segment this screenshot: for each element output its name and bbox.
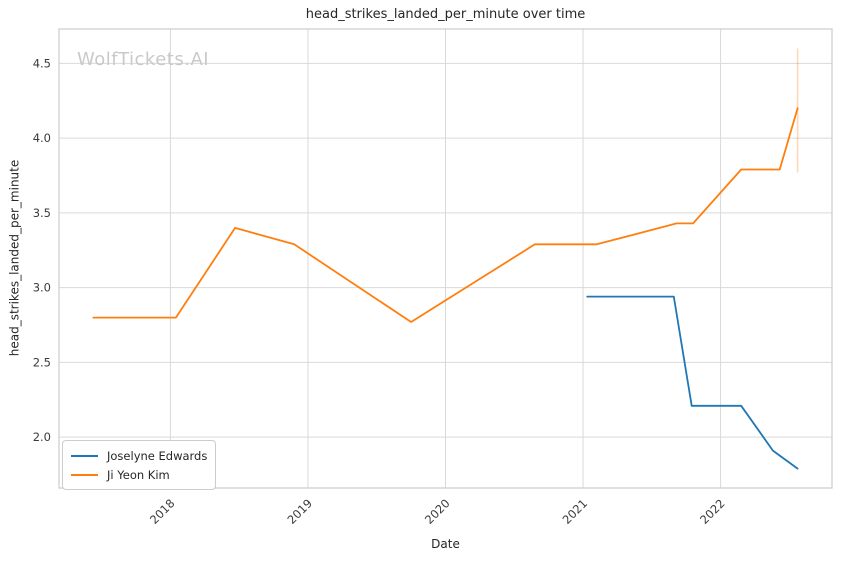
legend-label: Ji Yeon Kim bbox=[107, 467, 170, 482]
y-tick-label-4.5: 4.5 bbox=[33, 56, 51, 70]
y-tick-label-4.0: 4.0 bbox=[33, 131, 51, 145]
legend-label: Joselyne Edwards bbox=[107, 448, 208, 463]
x-tick-label-2021: 2021 bbox=[560, 496, 591, 527]
legend-item-joselyne-edwards: Joselyne Edwards bbox=[71, 447, 207, 464]
legend-line-swatch-orange bbox=[71, 473, 98, 476]
chart-title: head_strikes_landed_per_minute over time bbox=[305, 7, 586, 22]
legend: Joselyne Edwards Ji Yeon Kim bbox=[62, 440, 216, 490]
x-tick-label-2018: 2018 bbox=[147, 496, 178, 527]
x-tick-label-2019: 2019 bbox=[284, 496, 315, 527]
y-tick-label-3.0: 3.0 bbox=[33, 281, 51, 295]
y-tick-label-2.0: 2.0 bbox=[33, 430, 51, 444]
legend-line-swatch-blue bbox=[71, 454, 98, 457]
y-axis-label: head_strikes_landed_per_minute bbox=[7, 159, 22, 357]
x-tick-label-2020: 2020 bbox=[422, 496, 453, 527]
watermark: WolfTickets.AI bbox=[77, 49, 210, 70]
y-tick-label-2.5: 2.5 bbox=[33, 355, 51, 369]
x-tick-label-2022: 2022 bbox=[697, 496, 728, 527]
x-axis-label: Date bbox=[431, 537, 460, 551]
series-line-ji-yeon-kim bbox=[92, 107, 799, 323]
series-line-joselyne-edwards bbox=[586, 295, 799, 470]
legend-item-ji-yeon-kim: Ji Yeon Kim bbox=[71, 466, 207, 483]
plot-border bbox=[58, 28, 833, 489]
y-tick-label-3.5: 3.5 bbox=[33, 206, 51, 220]
